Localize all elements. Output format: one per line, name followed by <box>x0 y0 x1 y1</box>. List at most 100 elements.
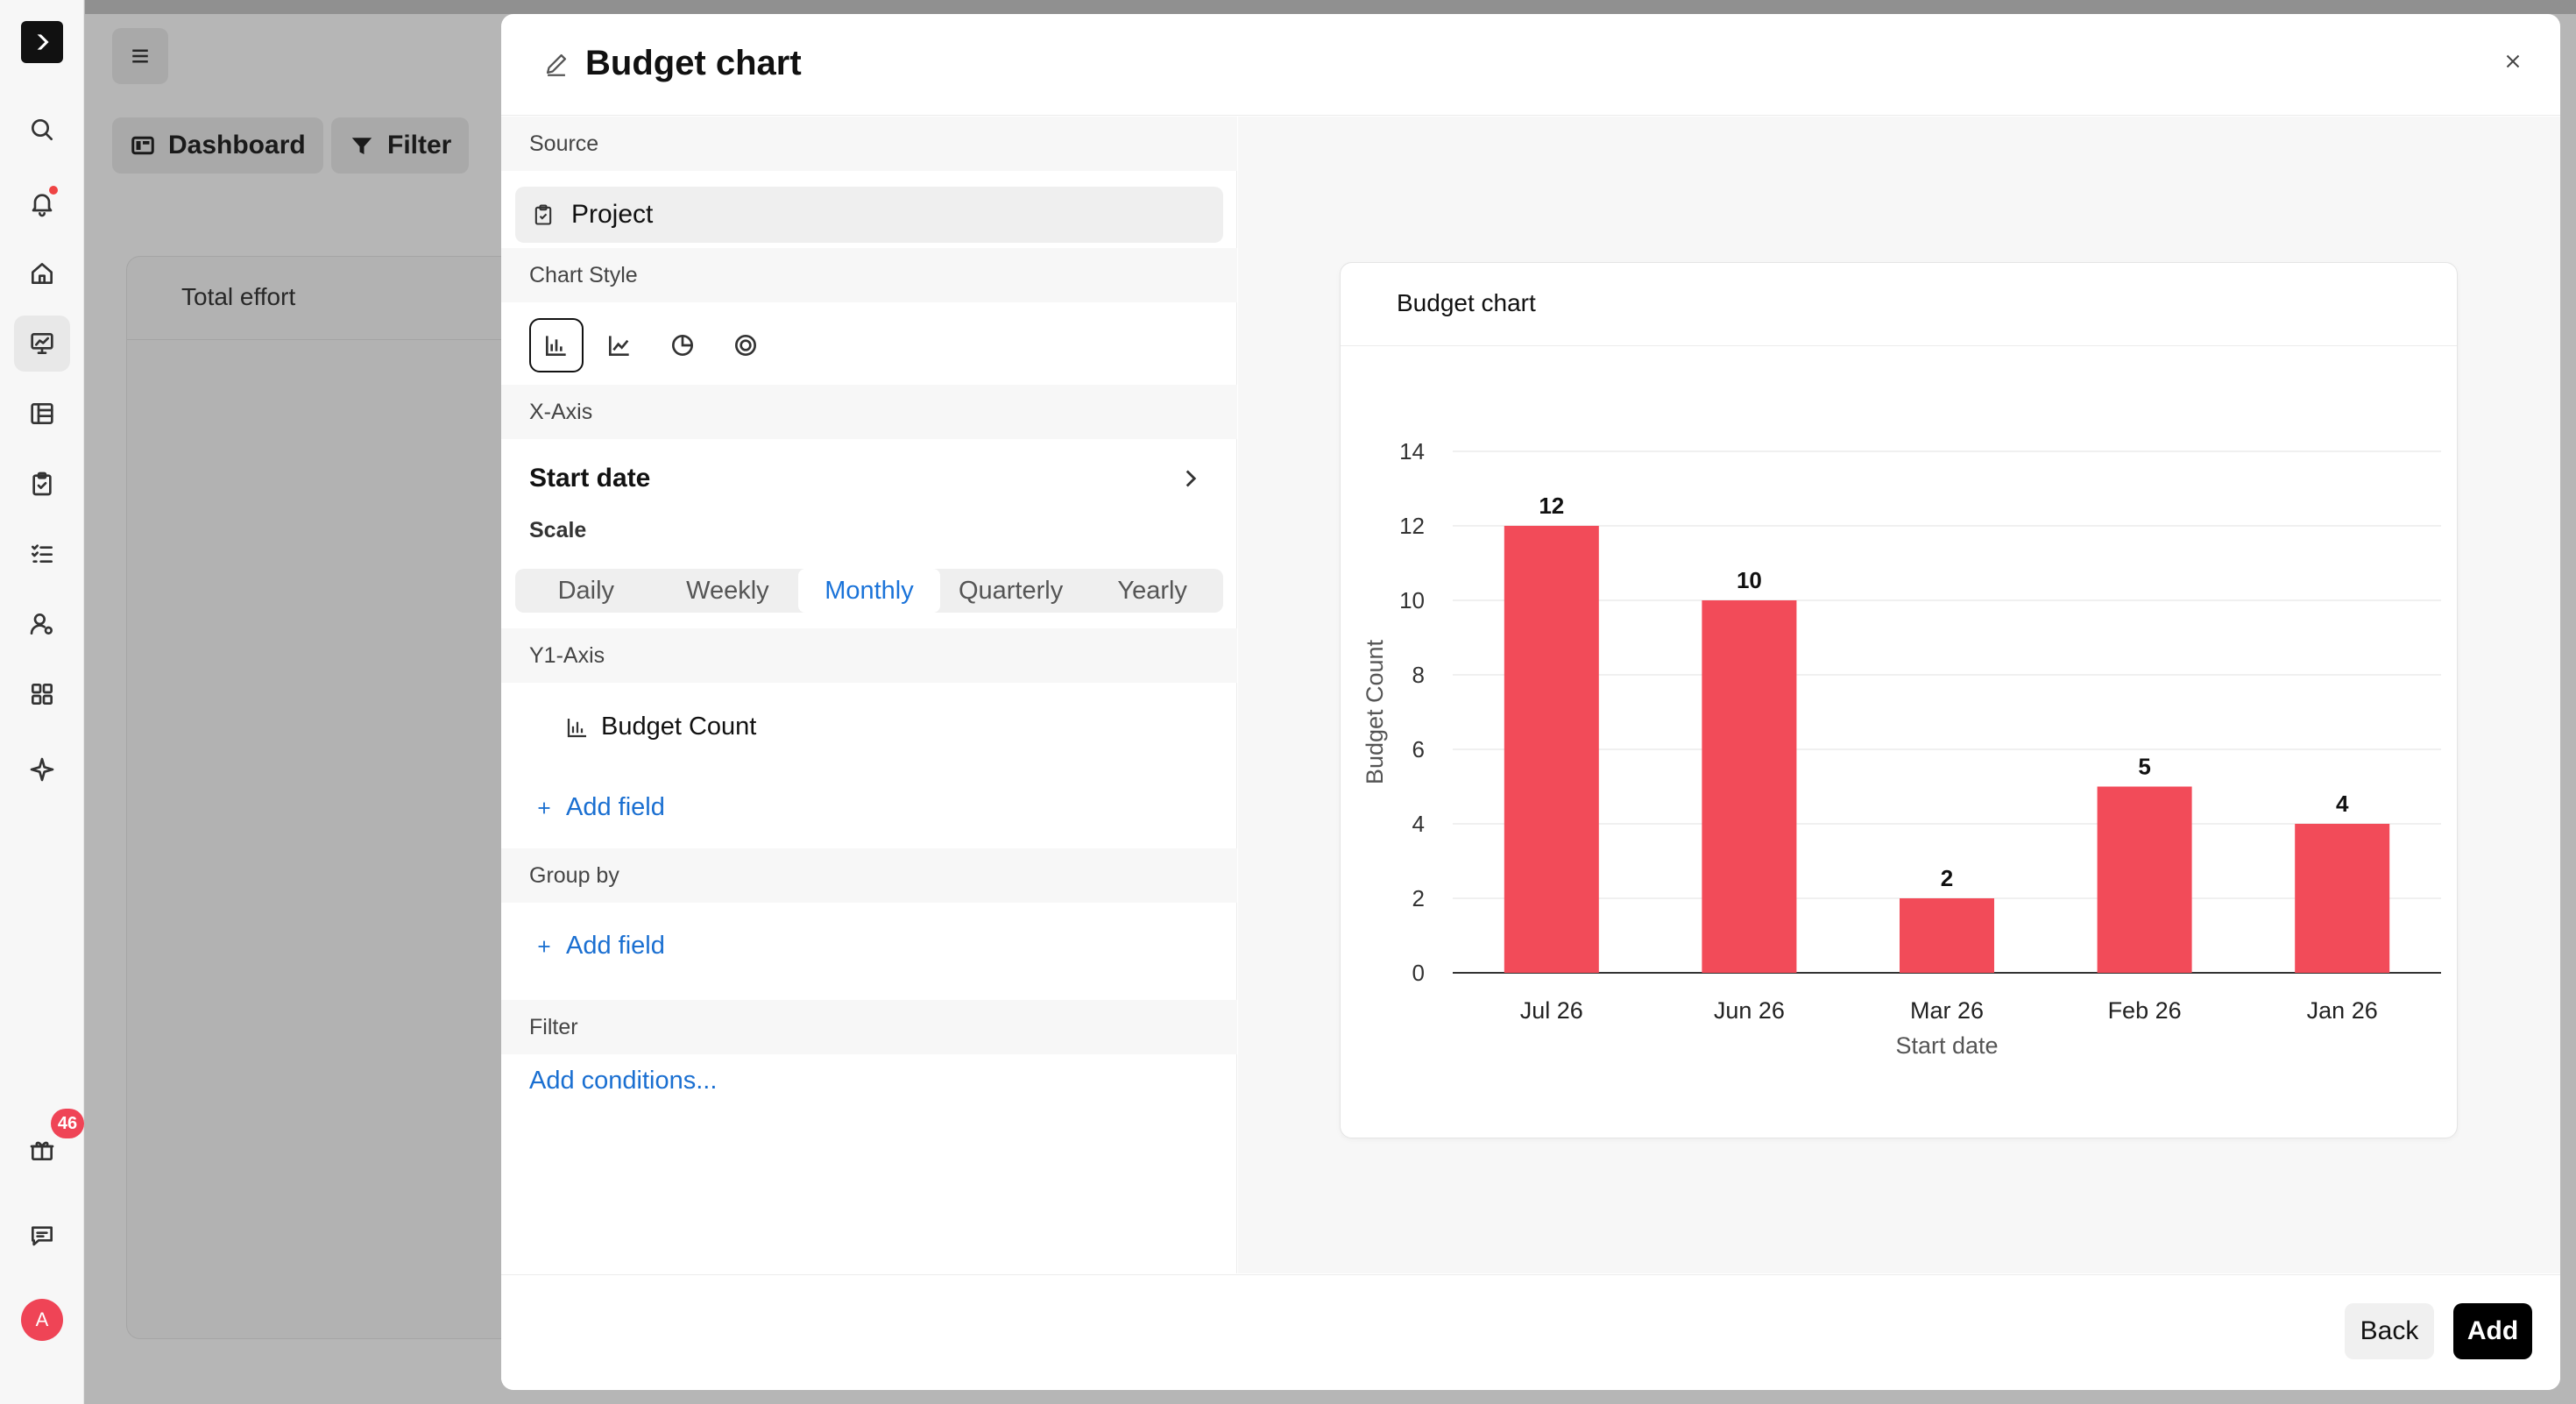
x-axis-heading: X-Axis <box>501 385 1237 439</box>
bar-chart-icon <box>567 718 586 737</box>
user-avatar[interactable]: A <box>21 1299 63 1341</box>
chart-config-panel: Source Project Chart Style X-Axis Start … <box>501 117 1237 1273</box>
bar <box>1702 600 1797 973</box>
chart-style-heading: Chart Style <box>501 248 1237 302</box>
add-group-field-label: Add field <box>566 932 665 960</box>
donut-chart-style-button[interactable] <box>718 318 773 372</box>
search-icon <box>32 119 53 140</box>
widget-divider <box>127 339 563 340</box>
edit-pencil-icon[interactable] <box>541 49 571 79</box>
plus-icon <box>538 802 550 813</box>
group-by-heading: Group by <box>501 848 1237 903</box>
menu-toggle-button[interactable] <box>112 28 168 84</box>
y-tick-label: 12 <box>1399 513 1425 539</box>
home-button[interactable] <box>14 245 70 301</box>
dashboard-chip-label: Dashboard <box>168 131 306 160</box>
y-tick-label: 10 <box>1399 587 1425 613</box>
source-value: Project <box>571 200 654 229</box>
filter-chip[interactable]: Filter <box>331 117 470 174</box>
scale-label: Scale <box>529 518 587 542</box>
scale-quarterly[interactable]: Quarterly <box>958 576 1064 605</box>
y-tick-label: 14 <box>1399 438 1425 464</box>
notifications-button[interactable] <box>14 175 70 231</box>
add-conditions-link[interactable]: Add conditions... <box>529 1067 718 1095</box>
modal-title[interactable]: Budget chart <box>585 44 802 82</box>
scale-segmented-control: Daily Weekly Monthly Quarterly Yearly <box>515 569 1223 613</box>
dashboard-chip[interactable]: Dashboard <box>112 117 323 174</box>
sparkle-icon <box>30 757 54 782</box>
scale-weekly[interactable]: Weekly <box>686 576 769 605</box>
x-axis-field[interactable]: Start date <box>529 464 651 493</box>
y-tick-label: 6 <box>1412 736 1425 762</box>
dashboard-icon <box>31 333 53 354</box>
widget-title: Total effort <box>181 283 296 310</box>
data-label: 5 <box>2138 754 2150 780</box>
bar <box>2295 824 2390 973</box>
line-chart-icon <box>609 336 629 356</box>
home-icon <box>32 263 53 284</box>
add-y-field-label: Add field <box>566 793 665 821</box>
search-button[interactable] <box>14 102 70 158</box>
hamburger-icon <box>132 49 148 63</box>
pie-chart-style-button[interactable] <box>655 318 710 372</box>
bar-chart-style-button[interactable] <box>529 318 584 372</box>
chevron-right-icon[interactable] <box>1176 464 1206 493</box>
pie-chart-icon <box>672 335 693 356</box>
scale-monthly[interactable]: Monthly <box>798 569 940 613</box>
plus-icon <box>538 940 550 952</box>
ai-assistant-button[interactable] <box>14 741 70 798</box>
close-button[interactable] <box>2494 42 2532 81</box>
chart-preview-panel: Budget chart 0 2 4 6 8 10 12 14 12 Jul 26 10 Jun 26… <box>1238 117 2560 1273</box>
user-settings-icon <box>30 613 53 635</box>
donut-chart-icon <box>735 335 756 356</box>
apps-nav-button[interactable] <box>14 666 70 722</box>
chart-builder-modal: Budget chart Source Project Chart Style … <box>501 14 2560 1390</box>
scale-daily[interactable]: Daily <box>557 576 615 605</box>
chart-card-title: Budget chart <box>1397 289 1536 316</box>
line-chart-style-button[interactable] <box>592 318 647 372</box>
y-axis-field[interactable]: Budget Count <box>564 713 756 741</box>
data-label: 10 <box>1737 567 1762 593</box>
data-label: 12 <box>1539 493 1564 519</box>
clipboard-icon <box>534 204 552 225</box>
scale-yearly[interactable]: Yearly <box>1117 576 1187 605</box>
bar <box>1900 898 1994 973</box>
x-tick-label: Feb 26 <box>2108 997 2182 1024</box>
source-selector[interactable]: Project <box>515 187 1223 243</box>
projects-nav-button[interactable] <box>14 456 70 512</box>
add-group-field-button[interactable]: Add field <box>534 932 665 961</box>
filter-heading: Filter <box>501 1000 1237 1054</box>
close-icon <box>2506 54 2520 68</box>
dashboard-layout-icon <box>131 136 154 155</box>
x-tick-label: Jan 26 <box>2307 997 2378 1024</box>
y-tick-label: 2 <box>1412 885 1425 911</box>
add-y-field-button[interactable]: Add field <box>534 793 665 822</box>
chart-card: Budget chart 0 2 4 6 8 10 12 14 12 Jul 26 10 Jun 26… <box>1340 262 2458 1138</box>
chart-card-divider <box>1341 345 2457 346</box>
messages-button[interactable] <box>14 1208 70 1264</box>
data-label: 4 <box>2336 791 2349 817</box>
app-logo[interactable] <box>21 21 63 63</box>
bar <box>1504 526 1599 973</box>
x-tick-label: Jul 26 <box>1520 997 1583 1024</box>
bar <box>2097 786 2192 973</box>
table-icon <box>31 403 53 424</box>
gift-badge: 46 <box>51 1109 84 1138</box>
filter-icon <box>351 138 372 154</box>
total-effort-widget: Total effort <box>126 256 564 1339</box>
add-button[interactable]: Add <box>2453 1303 2532 1359</box>
checklist-icon <box>32 544 53 563</box>
filter-chip-label: Filter <box>387 131 452 160</box>
clipboard-icon <box>32 472 52 496</box>
y-axis-title: Budget Count <box>1362 639 1388 784</box>
apps-icon <box>32 684 53 705</box>
bar-chart-icon <box>546 336 566 356</box>
gift-button[interactable] <box>14 1122 70 1178</box>
y-axis-field-label: Budget Count <box>601 713 757 741</box>
people-nav-button[interactable] <box>14 596 70 652</box>
tasks-nav-button[interactable] <box>14 526 70 582</box>
back-button[interactable]: Back <box>2345 1303 2434 1359</box>
table-nav-button[interactable] <box>14 386 70 442</box>
dashboard-nav-button[interactable] <box>14 316 70 372</box>
source-heading: Source <box>501 117 1237 171</box>
